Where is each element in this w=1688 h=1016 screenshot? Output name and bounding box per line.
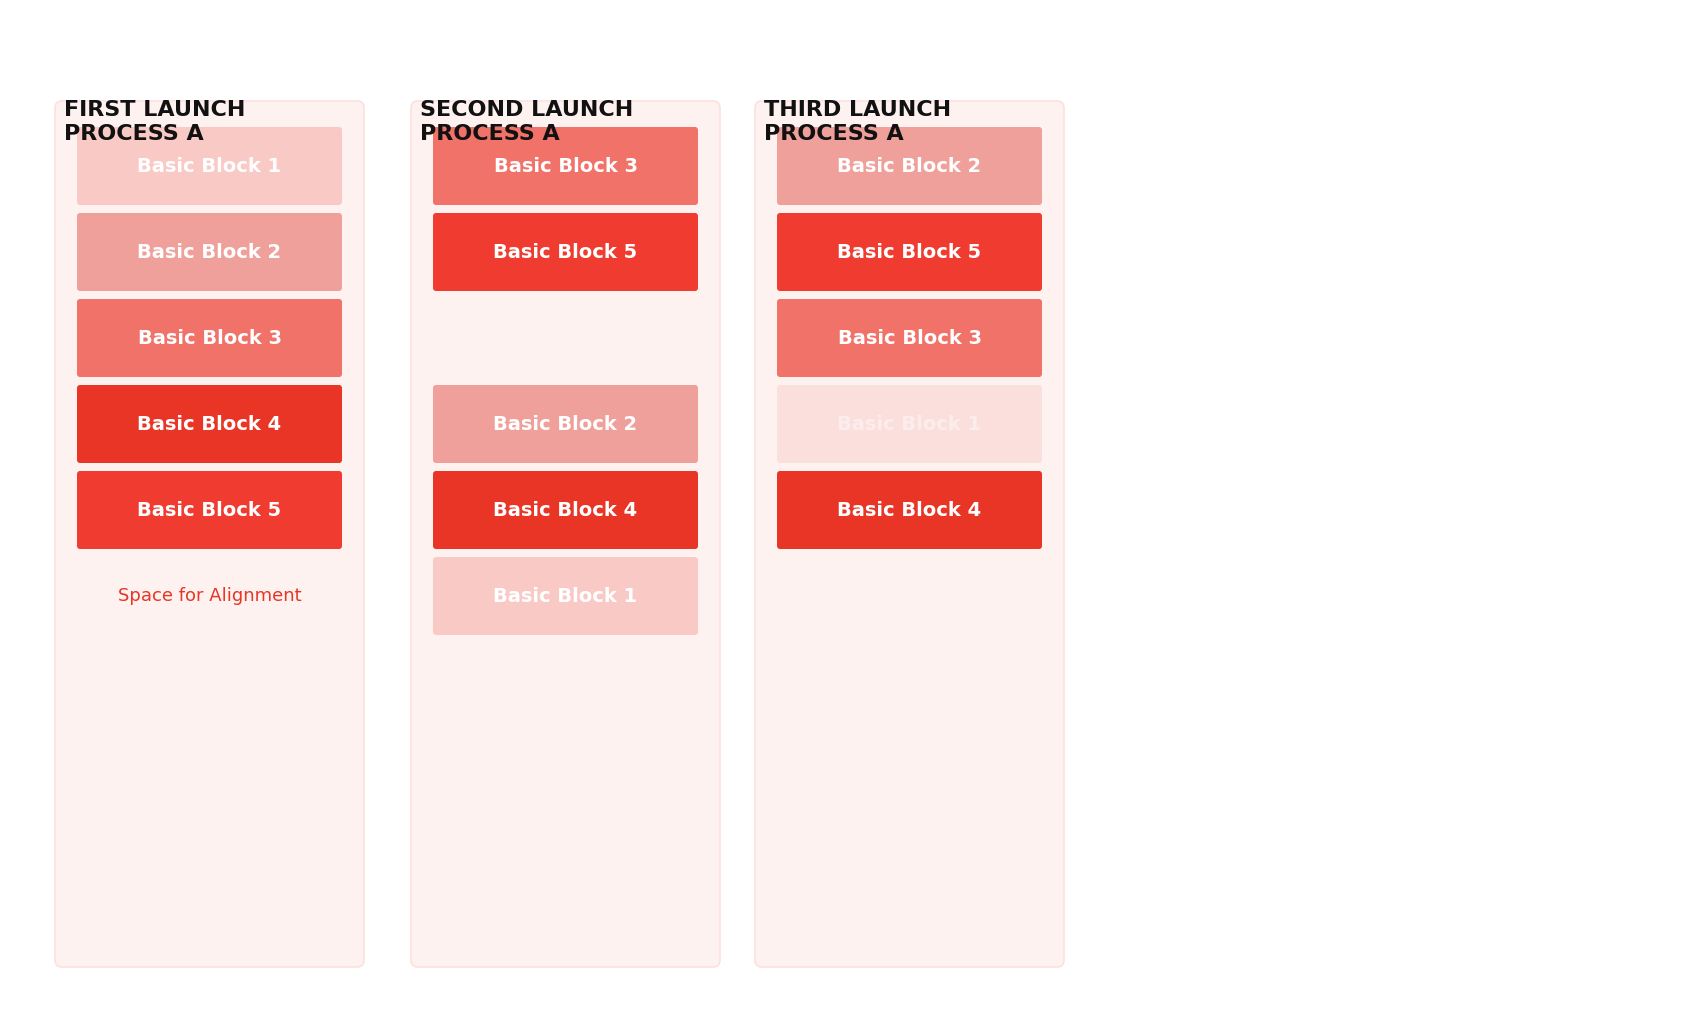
FancyBboxPatch shape bbox=[78, 471, 343, 549]
Text: Basic Block 2: Basic Block 2 bbox=[837, 156, 981, 176]
FancyBboxPatch shape bbox=[78, 213, 343, 291]
Text: Space for Alignment: Space for Alignment bbox=[118, 587, 302, 605]
FancyBboxPatch shape bbox=[434, 127, 699, 205]
FancyBboxPatch shape bbox=[434, 557, 699, 635]
FancyBboxPatch shape bbox=[755, 101, 1063, 967]
FancyBboxPatch shape bbox=[78, 299, 343, 377]
Text: Basic Block 4: Basic Block 4 bbox=[137, 415, 282, 434]
FancyBboxPatch shape bbox=[56, 101, 365, 967]
Text: Basic Block 5: Basic Block 5 bbox=[837, 243, 981, 261]
FancyBboxPatch shape bbox=[434, 213, 699, 291]
Text: Basic Block 2: Basic Block 2 bbox=[493, 415, 638, 434]
Text: THIRD LAUNCH
PROCESS A: THIRD LAUNCH PROCESS A bbox=[765, 100, 950, 144]
Text: FIRST LAUNCH
PROCESS A: FIRST LAUNCH PROCESS A bbox=[64, 100, 245, 144]
FancyBboxPatch shape bbox=[78, 127, 343, 205]
Text: Basic Block 4: Basic Block 4 bbox=[493, 501, 638, 519]
Text: Basic Block 4: Basic Block 4 bbox=[837, 501, 981, 519]
Text: Basic Block 2: Basic Block 2 bbox=[137, 243, 282, 261]
Text: Basic Block 1: Basic Block 1 bbox=[137, 156, 282, 176]
Text: Basic Block 3: Basic Block 3 bbox=[493, 156, 638, 176]
Text: Basic Block 1: Basic Block 1 bbox=[493, 586, 638, 606]
FancyBboxPatch shape bbox=[776, 299, 1041, 377]
FancyBboxPatch shape bbox=[78, 385, 343, 463]
FancyBboxPatch shape bbox=[776, 127, 1041, 205]
FancyBboxPatch shape bbox=[434, 385, 699, 463]
FancyBboxPatch shape bbox=[410, 101, 721, 967]
FancyBboxPatch shape bbox=[434, 471, 699, 549]
FancyBboxPatch shape bbox=[776, 385, 1041, 463]
Text: Basic Block 5: Basic Block 5 bbox=[493, 243, 638, 261]
Text: Basic Block 5: Basic Block 5 bbox=[137, 501, 282, 519]
Text: Basic Block 3: Basic Block 3 bbox=[837, 328, 981, 347]
FancyBboxPatch shape bbox=[776, 213, 1041, 291]
FancyBboxPatch shape bbox=[776, 471, 1041, 549]
Text: SECOND LAUNCH
PROCESS A: SECOND LAUNCH PROCESS A bbox=[420, 100, 633, 144]
Text: Basic Block 1: Basic Block 1 bbox=[837, 415, 981, 434]
Text: Basic Block 3: Basic Block 3 bbox=[137, 328, 282, 347]
